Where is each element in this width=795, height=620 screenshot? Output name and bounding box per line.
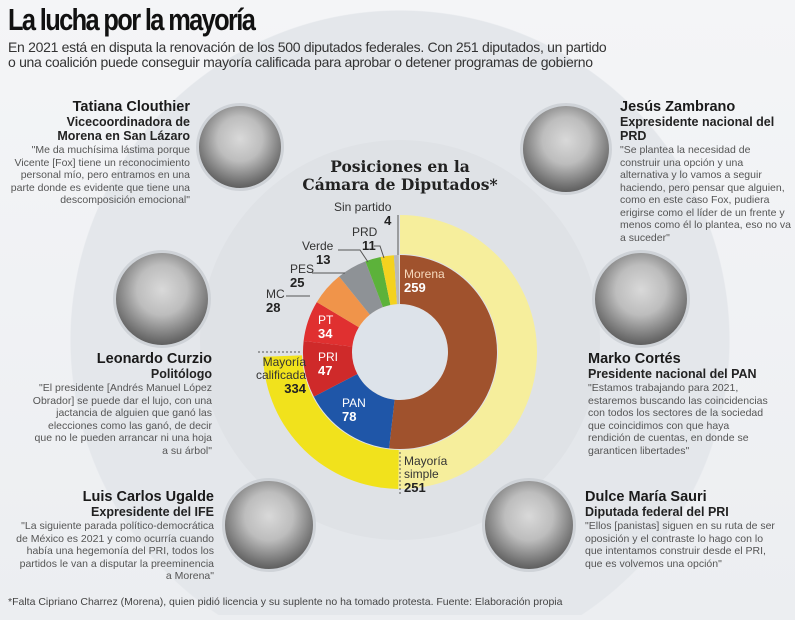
person-tatiana-clouthier: Tatiana Clouthier Vicecoordinadora de Mo…: [0, 100, 190, 207]
label-value: 47: [318, 363, 333, 378]
person-role: Expresidente nacional del PRD: [620, 115, 775, 143]
label-value: 4: [384, 213, 392, 228]
arc-mayoria-calificada: [263, 355, 399, 489]
person-jesus-zambrano: Jesús Zambrano Expresidente nacional del…: [620, 100, 792, 244]
slice-verde: [365, 256, 391, 308]
person-role: Politólogo: [150, 367, 212, 381]
label-morena: Morena 259: [404, 267, 445, 295]
label-pri: PRI 47: [318, 350, 339, 378]
photo-jesus-zambrano: [520, 103, 612, 195]
label-name: Mayoría simple: [404, 454, 448, 481]
person-quote: "La siguiente parada político-democrátic…: [16, 520, 214, 582]
label-name: PRI: [318, 350, 339, 364]
label-value: 251: [404, 480, 426, 495]
label-mayoria-simple: Mayoría simple 251: [404, 454, 454, 495]
person-role: Presidente nacional del PAN: [588, 367, 757, 381]
slice-prd: [380, 255, 397, 305]
slice-pan: [313, 374, 395, 449]
page-title: La lucha por la mayoría: [8, 2, 256, 37]
subtitle: En 2021 está en disputa la renovación de…: [8, 39, 607, 70]
label-value: 25: [290, 275, 305, 290]
label-name: MC: [266, 287, 285, 301]
label-pan: PAN 78: [342, 396, 366, 424]
person-quote: "Estamos trabajando para 2021, estaremos…: [588, 382, 768, 457]
label-value: 334: [284, 381, 306, 396]
arc-mayoria-simple: [398, 215, 537, 489]
person-name: Tatiana Clouthier: [72, 99, 190, 115]
label-prd: PRD 11: [352, 225, 378, 253]
person-marko-cortes: Marko Cortés Presidente nacional del PAN…: [588, 352, 793, 457]
label-name: PAN: [342, 396, 366, 410]
label-value: 28: [266, 300, 281, 315]
leader-prd: [374, 245, 385, 259]
person-quote: "Me da muchísima lástima porque Vicente …: [10, 144, 190, 206]
person-name: Dulce María Sauri: [585, 489, 707, 505]
person-luis-carlos-ugalde: Luis Carlos Ugalde Expresidente del IFE …: [0, 490, 214, 583]
label-name: PRD: [352, 225, 378, 239]
label-value: 78: [342, 409, 357, 424]
label-value: 11: [362, 238, 376, 253]
person-role: Diputada federal del PRI: [585, 505, 729, 519]
label-pt: PT 34: [318, 313, 334, 341]
person-name: Luis Carlos Ugalde: [82, 489, 214, 505]
label-mayoria-calificada: Mayoría calificada 334: [250, 355, 306, 396]
label-name: Verde: [302, 239, 334, 253]
label-value: 13: [316, 252, 331, 267]
label-name: PT: [318, 313, 334, 327]
label-value: 34: [318, 326, 333, 341]
person-quote: "Se plantea la necesidad de construir un…: [620, 144, 792, 244]
photo-marko-cortes: [592, 250, 690, 348]
person-role: Vicecoordinadora de Morena en San Lázaro: [57, 115, 190, 143]
person-role: Expresidente del IFE: [91, 505, 214, 519]
chart-title: Posiciones en la Cámara de Diputados*: [302, 157, 498, 194]
person-quote: "Ellos [panistas] siguen en su ruta de s…: [585, 520, 775, 570]
person-leonardo-curzio: Leonardo Curzio Politólogo "El president…: [0, 352, 212, 457]
slice-morena: [389, 255, 498, 450]
person-name: Leonardo Curzio: [96, 351, 212, 367]
footnote: *Falta Cipriano Charrez (Morena), quien …: [8, 596, 563, 608]
label-name: Mayoría calificada: [255, 355, 306, 382]
slice-pt: [303, 302, 359, 347]
label-value: 259: [404, 280, 426, 295]
slice-pri: [302, 341, 358, 397]
donut-hole: [353, 305, 447, 399]
label-mc: MC 28: [266, 287, 285, 315]
leader-verde: [338, 249, 369, 263]
photo-dulce-maria-sauri: [482, 478, 576, 572]
slice-pes: [339, 261, 383, 315]
label-verde: Verde 13: [302, 239, 334, 267]
person-name: Jesús Zambrano: [620, 99, 736, 115]
photo-luis-carlos-ugalde: [222, 478, 316, 572]
person-name: Marko Cortés: [588, 351, 681, 367]
label-pes: PES 25: [290, 262, 315, 290]
photo-tatiana-clouthier: [196, 103, 284, 191]
label-name: Morena: [404, 267, 445, 281]
label-sin-partido: Sin partido 4: [334, 200, 392, 228]
label-name: Sin partido: [334, 200, 392, 214]
slice-sin-partido: [393, 255, 400, 305]
label-name: PES: [290, 262, 315, 276]
person-dulce-maria-sauri: Dulce María Sauri Diputada federal del P…: [585, 490, 790, 570]
photo-leonardo-curzio: [113, 250, 211, 348]
person-quote: "El presidente [Andrés Manuel López Obra…: [32, 382, 212, 457]
slice-mc: [316, 276, 370, 328]
